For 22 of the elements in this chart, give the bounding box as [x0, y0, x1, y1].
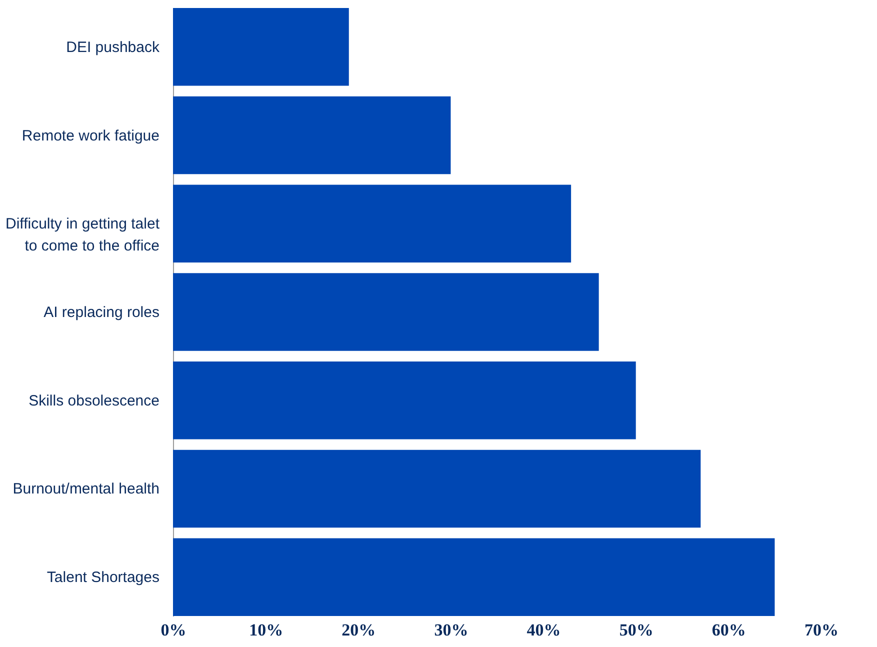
bar	[173, 96, 451, 174]
x-tick-label: 50%	[619, 620, 654, 640]
bar	[173, 450, 701, 528]
y-tick-label: Skills obsolescence	[28, 392, 160, 410]
x-tick-label: 10%	[249, 620, 284, 640]
bar	[173, 184, 572, 263]
y-tick-label: DEI pushback	[66, 38, 160, 56]
x-tick-label: 40%	[526, 620, 561, 640]
x-tick-label: 20%	[342, 620, 376, 640]
x-tick-label: 30%	[434, 620, 468, 640]
bar	[173, 273, 599, 351]
y-tick-label: Difficulty in getting talet to come to the office	[6, 216, 160, 255]
y-tick-label: Burnout/mental health	[12, 480, 160, 498]
y-tick-label: Talent Shortages	[46, 569, 160, 586]
bar	[173, 8, 349, 86]
bar	[173, 361, 636, 440]
x-tick-label: 60%	[712, 620, 746, 640]
bar	[173, 538, 775, 616]
y-tick-label: AI replacing roles	[44, 304, 160, 321]
x-tick-label: 70%	[804, 620, 838, 640]
x-tick-label: 0%	[160, 620, 186, 640]
y-tick-label: Remote work fatigue	[22, 127, 160, 144]
